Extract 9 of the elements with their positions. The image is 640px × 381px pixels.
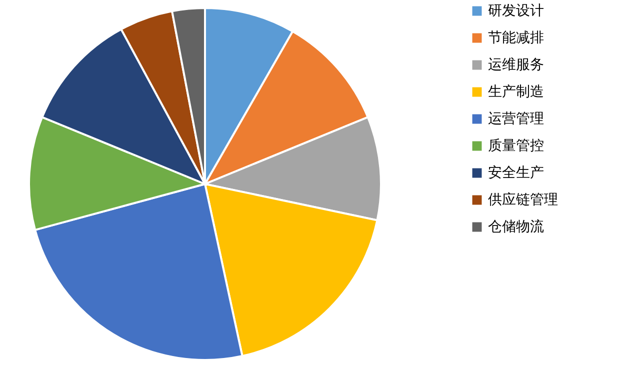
legend-label: 运营管理	[488, 111, 544, 127]
legend-label: 质量管控	[488, 138, 544, 154]
legend-label: 研发设计	[488, 3, 544, 19]
legend-label: 生产制造	[488, 84, 544, 100]
legend-label: 安全生产	[488, 165, 544, 181]
legend-label: 节能减排	[488, 30, 544, 46]
legend-label: 供应链管理	[488, 192, 558, 208]
legend-label: 仓储物流	[488, 219, 544, 235]
legend-label: 运维服务	[488, 57, 544, 73]
